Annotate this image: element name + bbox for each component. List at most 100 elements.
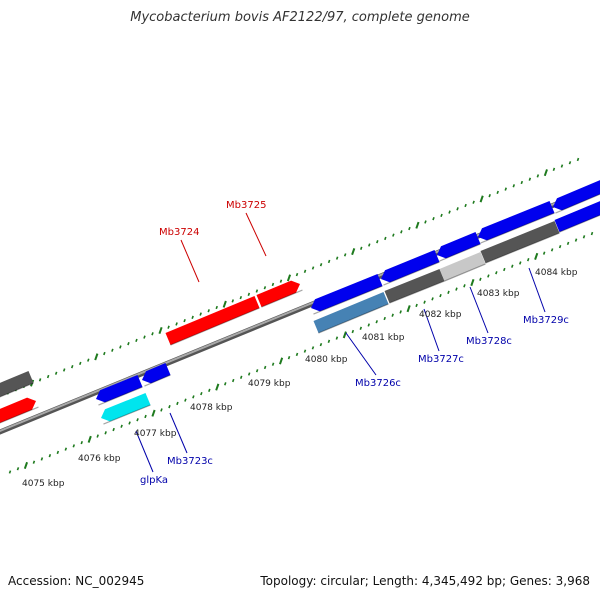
minor-tick [432,217,435,221]
minor-tick [343,253,347,257]
scale-labels: 4075 kbp 4076 kbp 4077 kbp 4078 kbp 4079 kbp… [22,268,578,489]
minor-tick [423,300,426,304]
minor-tick [526,258,530,262]
major-tick [406,305,411,313]
minor-tick [176,401,179,406]
minor-tick [271,282,275,287]
minor-tick [104,431,107,435]
minor-tick [46,374,50,379]
label-leader-lines [135,212,546,473]
gene-feature-mb3723c [96,375,143,403]
feature-shadow [439,243,481,262]
gene-feature-forward [0,397,36,423]
label-leader-line [245,212,267,257]
minor-tick [576,157,580,162]
minor-tick [496,190,499,195]
label-leader-line [345,332,377,376]
major-tick [151,409,156,417]
minor-tick [263,286,267,290]
minor-tick [560,164,564,168]
scale-label: 4079 kbp [248,379,291,389]
outer-tick-ring [6,157,580,395]
major-tick [351,248,356,256]
minor-tick [199,312,202,316]
gene-label: glpKa [140,475,168,486]
minor-tick [351,329,355,334]
scale-label: 4076 kbp [78,454,121,464]
gene-feature-mb3729c-upper [478,201,555,241]
genome-summary-text: Topology: circular; Length: 4,345,492 bp… [260,574,590,588]
minor-tick [231,378,235,383]
minor-tick [528,177,532,181]
feature-shadow [0,406,39,424]
scale-label: 4080 kbp [305,355,348,365]
minor-tick [62,368,66,372]
minor-tick [503,267,506,272]
minor-tick [447,290,450,295]
minor-tick [519,261,522,265]
minor-tick [192,395,195,399]
minor-tick [367,323,371,327]
major-tick [286,274,292,282]
minor-tick [128,421,131,425]
gene-label: Mb3729c [523,315,569,326]
minor-tick [64,447,68,451]
minor-tick [574,238,578,242]
gene-feature-pseudo-3 [480,221,560,263]
minor-tick [80,440,83,445]
minor-tick [536,174,540,178]
gene-feature-mb3726c [313,292,389,333]
minor-tick [456,207,459,211]
minor-tick [175,322,178,326]
label-leader-line [423,308,440,352]
minor-tick [224,382,227,386]
feature-shadow [444,263,486,282]
minor-tick [472,200,475,204]
major-tick [215,383,220,391]
major-tick [470,279,475,287]
gene-label: Mb3727c [418,354,464,365]
minor-tick [207,309,210,313]
major-tick [279,357,284,365]
minor-tick [311,346,315,350]
feature-shadow [144,374,171,387]
minor-tick [568,161,572,165]
minor-tick [582,235,586,239]
minor-tick [239,295,243,300]
gene-feature-pseudo-light [439,252,486,281]
feature-shadow [559,214,600,233]
minor-tick [279,279,283,283]
label-leader-line [135,430,154,473]
minor-tick [303,269,307,273]
minor-tick [431,297,434,301]
gene-feature-pseudo [0,371,34,397]
gene-label: Mb3728c [466,336,512,347]
minor-tick [552,167,556,172]
minor-tick [112,427,115,432]
major-tick [222,300,227,308]
minor-tick [127,341,130,346]
minor-tick [455,287,458,291]
minor-tick [56,450,60,455]
minor-tick [359,326,363,330]
minor-tick [424,220,427,224]
minor-tick [439,293,442,298]
scale-label: 4077 kbp [134,429,177,439]
minor-tick [16,467,20,471]
minor-tick [487,274,490,278]
minor-tick [520,180,524,185]
gene-feature-mb3724 [165,296,260,345]
minor-tick [255,289,259,293]
inner-tick-ring [8,231,594,474]
minor-tick [167,325,170,329]
minor-tick [96,434,99,438]
feature-shadow [555,193,600,214]
minor-tick [391,313,394,317]
feature-shadow [313,285,383,315]
minor-tick [359,246,363,250]
minor-tick [38,378,42,382]
gene-features [0,180,600,425]
minor-tick [120,424,123,428]
minor-tick [327,339,331,344]
